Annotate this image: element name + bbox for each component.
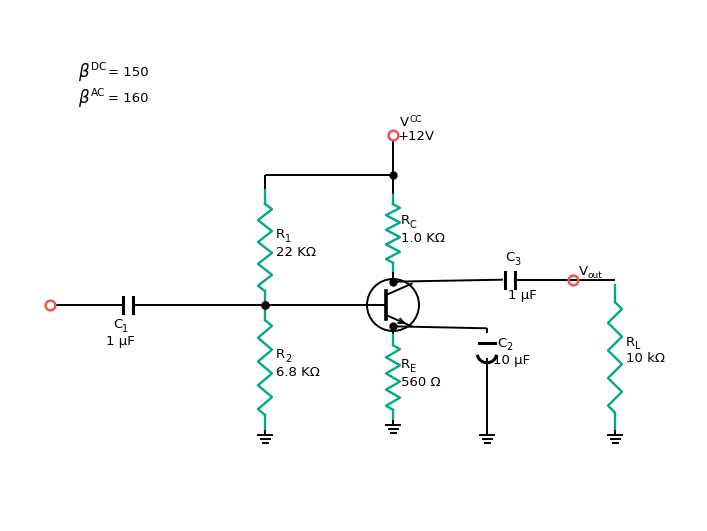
Text: C: C bbox=[410, 220, 416, 230]
Text: CC: CC bbox=[409, 115, 421, 124]
Text: = 150: = 150 bbox=[108, 65, 148, 79]
Text: C: C bbox=[505, 251, 514, 264]
Text: V: V bbox=[579, 265, 588, 278]
Text: +12V: +12V bbox=[398, 131, 435, 143]
Text: R: R bbox=[401, 358, 410, 372]
Text: 560 Ω: 560 Ω bbox=[401, 375, 440, 389]
Text: = 160: = 160 bbox=[108, 91, 148, 105]
Text: C: C bbox=[113, 319, 122, 331]
Text: C: C bbox=[497, 337, 506, 350]
Text: V: V bbox=[400, 116, 409, 130]
Text: 1: 1 bbox=[285, 234, 291, 244]
Text: out: out bbox=[588, 271, 603, 280]
Text: 10 kΩ: 10 kΩ bbox=[626, 353, 665, 365]
Text: L: L bbox=[635, 341, 641, 351]
Text: 1: 1 bbox=[122, 324, 128, 334]
Text: R: R bbox=[276, 228, 285, 242]
Text: DC: DC bbox=[91, 62, 106, 72]
Text: 2: 2 bbox=[285, 354, 291, 364]
Text: 1.0 KΩ: 1.0 KΩ bbox=[401, 232, 445, 244]
Text: 22 KΩ: 22 KΩ bbox=[276, 245, 316, 259]
Text: AC: AC bbox=[91, 88, 105, 98]
Text: 1 μF: 1 μF bbox=[106, 335, 135, 347]
Text: R: R bbox=[401, 215, 410, 227]
Text: R: R bbox=[276, 348, 285, 362]
Text: 10 μF: 10 μF bbox=[493, 354, 530, 367]
Text: 1 μF: 1 μF bbox=[508, 289, 537, 302]
Text: 6.8 KΩ: 6.8 KΩ bbox=[276, 365, 320, 379]
Text: $\beta$: $\beta$ bbox=[78, 87, 90, 109]
Text: R: R bbox=[626, 336, 635, 348]
Text: E: E bbox=[410, 364, 416, 374]
Text: 2: 2 bbox=[506, 342, 513, 353]
Text: $\beta$: $\beta$ bbox=[78, 61, 90, 83]
Text: 3: 3 bbox=[514, 256, 520, 267]
